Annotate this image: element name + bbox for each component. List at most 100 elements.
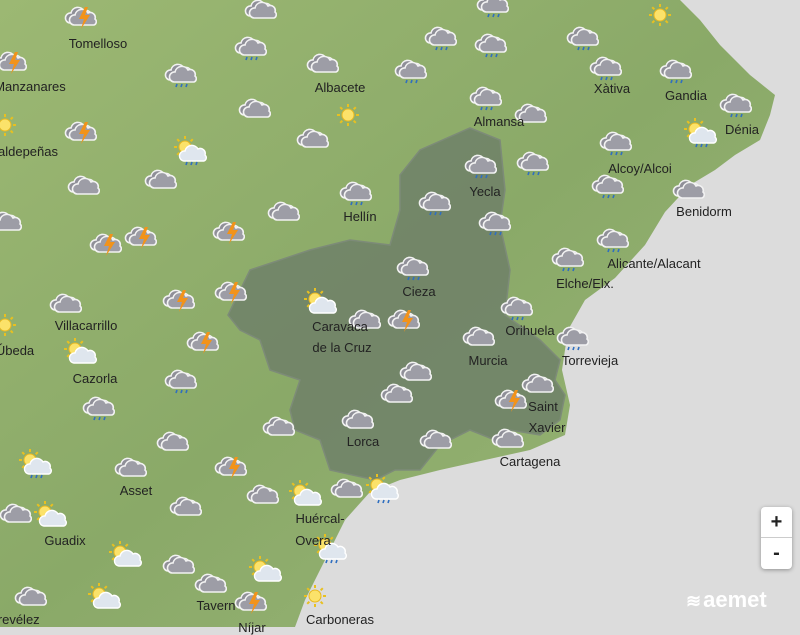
zoom-out-button[interactable]: - [773,542,780,564]
rain-weather-icon[interactable] [233,31,268,61]
cloud-weather-icon[interactable] [13,581,48,609]
rain-weather-icon[interactable] [590,169,625,199]
sun-cloud-rain-weather-icon[interactable] [365,474,399,504]
storm-weather-icon[interactable] [211,216,246,244]
sun-cloud-weather-icon[interactable] [63,338,97,366]
aemet-logo-icon: ≋ [686,591,702,611]
place-label: Manzanares [0,79,66,94]
sun-weather-icon[interactable] [298,582,332,610]
cloud-weather-icon[interactable] [266,196,301,224]
place-label: Tavern [196,598,236,613]
cloud-weather-icon[interactable] [243,0,278,22]
rain-weather-icon[interactable] [565,21,600,51]
storm-weather-icon[interactable] [161,284,196,312]
sun-cloud-weather-icon[interactable] [108,541,142,569]
rain-weather-icon[interactable] [81,391,116,421]
cloud-weather-icon[interactable] [379,378,414,406]
cloud-weather-icon[interactable] [305,48,340,76]
rain-weather-icon[interactable] [423,21,458,51]
rain-weather-icon[interactable] [393,54,428,84]
cloud-weather-icon[interactable] [295,123,330,151]
sun-cloud-rain-weather-icon[interactable] [173,136,207,166]
storm-weather-icon[interactable] [233,586,268,614]
place-label: Torrevieja [561,353,619,368]
cloud-weather-icon[interactable] [490,423,525,451]
zoom-in-button[interactable]: + [761,507,792,538]
cloud-weather-icon[interactable] [143,164,178,192]
cloud-weather-icon[interactable] [0,498,33,526]
aemet-logo: ≋aemet [686,587,767,613]
sun-weather-icon[interactable] [643,1,677,29]
sun-cloud-rain-weather-icon[interactable] [313,534,347,564]
cloud-weather-icon[interactable] [340,404,375,432]
cloud-weather-icon[interactable] [168,491,203,519]
place-label: Benidorm [676,204,732,219]
cloud-weather-icon[interactable] [329,473,364,501]
sun-cloud-rain-weather-icon[interactable] [683,118,717,148]
cloud-weather-icon[interactable] [461,321,496,349]
sun-weather-icon[interactable] [0,111,22,139]
rain-weather-icon[interactable] [475,0,510,18]
cloud-weather-icon[interactable] [513,98,548,126]
cloud-weather-icon[interactable] [193,568,228,596]
rain-weather-icon[interactable] [468,81,503,111]
storm-weather-icon[interactable] [63,1,98,29]
rain-weather-icon[interactable] [395,251,430,281]
cloud-weather-icon[interactable] [261,411,296,439]
storm-weather-icon[interactable] [185,326,220,354]
cloud-weather-icon[interactable] [0,206,23,234]
rain-weather-icon[interactable] [598,126,633,156]
cloud-weather-icon[interactable] [66,170,101,198]
rain-weather-icon[interactable] [499,291,534,321]
sun-cloud-weather-icon[interactable] [248,556,282,584]
storm-weather-icon[interactable] [0,46,28,74]
sun-cloud-weather-icon[interactable] [87,583,121,611]
rain-weather-icon[interactable] [515,146,550,176]
rain-weather-icon[interactable] [163,58,198,88]
place-label: Guadix [44,533,86,548]
place-label: Dénia [725,122,759,137]
sun-cloud-weather-icon[interactable] [288,480,322,508]
cloud-weather-icon[interactable] [237,93,272,121]
storm-weather-icon[interactable] [63,116,98,144]
rain-weather-icon[interactable] [473,28,508,58]
rain-weather-icon[interactable] [658,54,693,84]
cloud-weather-icon[interactable] [245,479,280,507]
sun-cloud-weather-icon[interactable] [33,501,67,529]
rain-weather-icon[interactable] [477,206,512,236]
rain-weather-icon[interactable] [718,88,753,118]
sun-cloud-rain-weather-icon[interactable] [18,449,52,479]
storm-weather-icon[interactable] [213,276,248,304]
place-label: Huércal- [295,511,345,526]
cloud-weather-icon[interactable] [347,304,382,332]
cloud-weather-icon[interactable] [155,426,190,454]
place-label: aldepeñas [0,144,58,159]
cloud-weather-icon[interactable] [398,356,433,384]
rain-weather-icon[interactable] [463,149,498,179]
sun-cloud-weather-icon[interactable] [303,288,337,316]
cloud-weather-icon[interactable] [520,368,555,396]
cloud-weather-icon[interactable] [671,174,706,202]
cloud-weather-icon[interactable] [161,549,196,577]
rain-weather-icon[interactable] [595,223,630,253]
rain-weather-icon[interactable] [417,186,452,216]
cloud-weather-icon[interactable] [113,452,148,480]
rain-weather-icon[interactable] [588,51,623,81]
cloud-weather-icon[interactable] [48,288,83,316]
storm-weather-icon[interactable] [493,384,528,412]
storm-weather-icon[interactable] [213,451,248,479]
storm-weather-icon[interactable] [123,221,158,249]
sun-weather-icon[interactable] [331,101,365,129]
place-label: Xavier [528,420,566,435]
rain-weather-icon[interactable] [163,364,198,394]
storm-weather-icon[interactable] [88,228,123,256]
rain-weather-icon[interactable] [550,242,585,272]
rain-weather-icon[interactable] [555,321,590,351]
place-label: Xàtiva [593,81,631,96]
rain-weather-icon[interactable] [338,176,373,206]
cloud-weather-icon[interactable] [418,424,453,452]
place-label: Caravaca [312,319,368,334]
sun-weather-icon[interactable] [0,311,22,339]
place-label: Cartagena [499,454,561,469]
storm-weather-icon[interactable] [386,304,421,332]
